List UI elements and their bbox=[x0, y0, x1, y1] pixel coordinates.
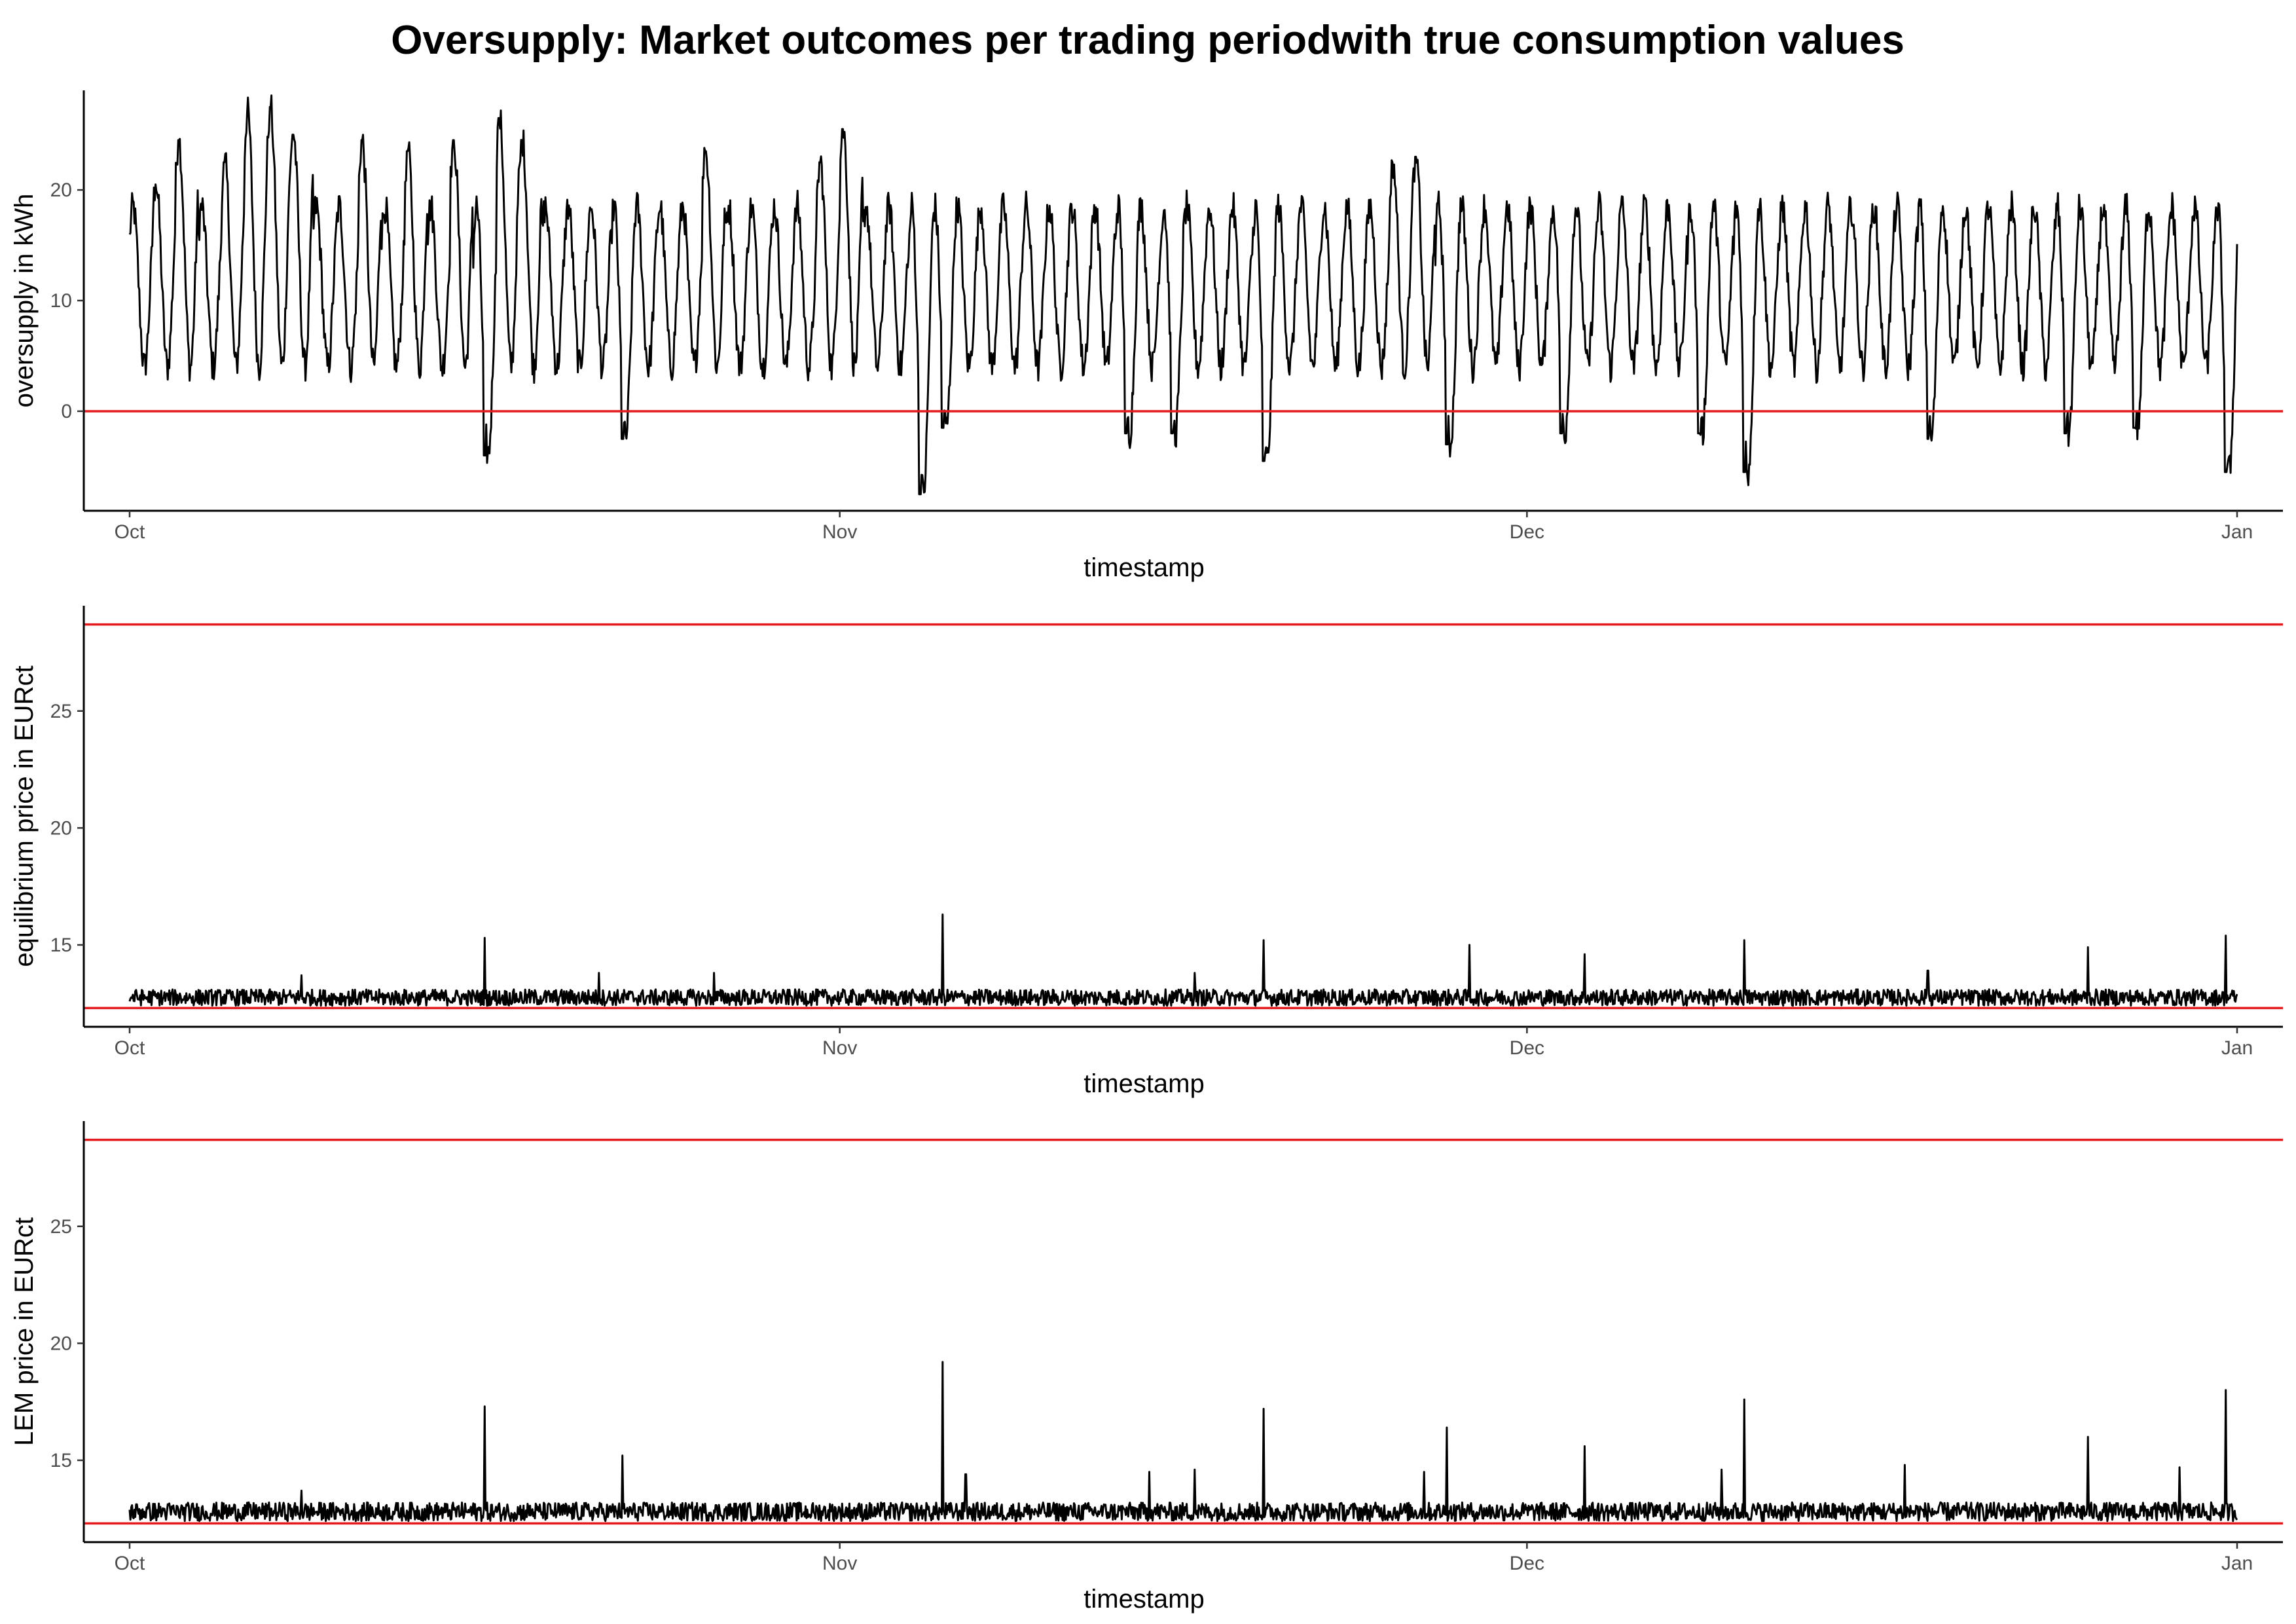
series-line bbox=[128, 913, 2238, 1007]
x-tick-label: Dec bbox=[1510, 1037, 1544, 1059]
x-tick-label: Jan bbox=[2221, 1553, 2253, 1574]
y-tick-label: 25 bbox=[50, 701, 72, 722]
x-tick-label: Jan bbox=[2221, 521, 2253, 543]
y-tick-label: 20 bbox=[50, 1333, 72, 1354]
x-tick-label: Nov bbox=[822, 1553, 857, 1574]
x-tick-label: Oct bbox=[115, 521, 145, 543]
chart-title: Oversupply: Market outcomes per trading … bbox=[391, 18, 1904, 63]
y-tick-label: 15 bbox=[50, 934, 72, 956]
y-tick-label: 20 bbox=[50, 179, 72, 201]
x-tick-label: Oct bbox=[115, 1037, 145, 1059]
x-axis-title: timestamp bbox=[1084, 1585, 1205, 1614]
y-tick-label: 0 bbox=[61, 401, 72, 422]
x-tick-label: Nov bbox=[822, 1037, 857, 1059]
x-tick-label: Dec bbox=[1510, 1553, 1544, 1574]
y-tick-label: 10 bbox=[50, 290, 72, 312]
x-tick-label: Dec bbox=[1510, 521, 1544, 543]
x-axis-title: timestamp bbox=[1084, 1069, 1205, 1098]
series-line bbox=[128, 1361, 2238, 1522]
panel-2: 15 20 25 Oct Nov Dec Jan timestamp equilibrium p… bbox=[10, 606, 2283, 1098]
y-axis-title: equilibrium price in EURct bbox=[10, 665, 39, 967]
y-tick-label: 20 bbox=[50, 817, 72, 839]
x-tick-label: Nov bbox=[822, 521, 857, 543]
y-tick-label: 15 bbox=[50, 1450, 72, 1471]
y-axis-title: LEM price in EURct bbox=[10, 1217, 39, 1446]
y-axis-title: oversupply in kWh bbox=[10, 194, 39, 408]
x-axis-title: timestamp bbox=[1084, 553, 1205, 582]
series-line bbox=[128, 94, 2238, 496]
panel-1: 0 10 20 Oct Nov Dec Jan timestamp oversupply in … bbox=[10, 90, 2283, 582]
x-tick-label: Oct bbox=[115, 1553, 145, 1574]
y-tick-label: 25 bbox=[50, 1216, 72, 1238]
panels: 0 10 20 Oct Nov Dec Jan timestamp oversupply in … bbox=[10, 90, 2283, 1614]
panel-3: 15 20 25 Oct Nov Dec Jan timestamp LEM price in … bbox=[10, 1121, 2283, 1614]
x-tick-label: Jan bbox=[2221, 1037, 2253, 1059]
